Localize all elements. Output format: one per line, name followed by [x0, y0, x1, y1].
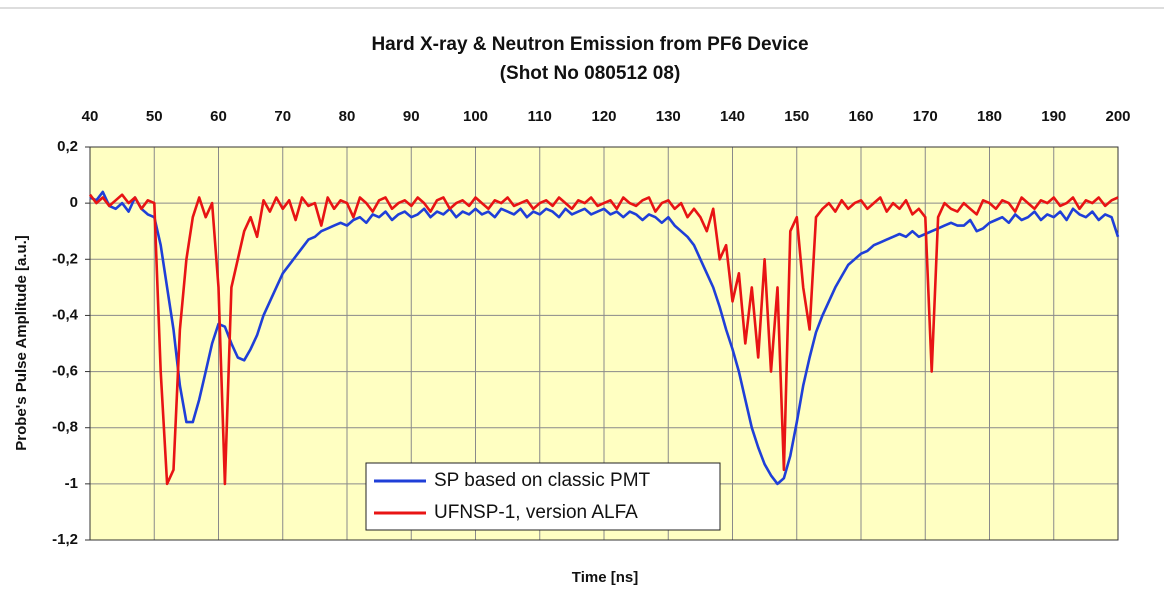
x-tick-label: 150: [784, 108, 809, 125]
legend-box: [365, 462, 721, 531]
x-tick-label: 40: [82, 108, 99, 125]
x-tick-label: 80: [339, 108, 356, 125]
x-tick-label: 190: [1041, 108, 1066, 125]
x-tick-label: 140: [720, 108, 745, 125]
x-tick-label: 70: [274, 108, 291, 125]
x-tick-label: 200: [1105, 108, 1130, 125]
y-tick-label: 0: [70, 194, 78, 211]
x-tick-label: 110: [528, 108, 552, 125]
y-tick-label: -1: [65, 475, 78, 492]
x-tick-label: 130: [656, 108, 681, 125]
x-tick-label: 90: [403, 108, 420, 125]
x-tick-label: 100: [463, 108, 488, 125]
chart-subtitle: (Shot No 080512 08): [500, 63, 681, 84]
chart-title: Hard X-ray & Neutron Emission from PF6 D…: [371, 34, 808, 55]
legend-label: UFNSP-1, version ALFA: [434, 502, 638, 523]
y-tick-label: -0,4: [52, 306, 79, 323]
x-tick-label: 50: [146, 108, 163, 125]
series-line: [89, 190, 1120, 486]
x-tick-label: 60: [210, 108, 227, 125]
x-tick-label: 180: [977, 108, 1002, 125]
y-tick-label: -1,2: [52, 531, 78, 548]
y-tick-label: -0,2: [52, 250, 78, 267]
series-line: [88, 193, 1119, 486]
legend-label: SP based on classic PMT: [434, 470, 651, 491]
x-tick-label: 160: [848, 108, 873, 125]
x-axis-title: Time [ns]: [572, 569, 638, 586]
y-tick-label: -0,6: [52, 363, 78, 380]
x-tick-label: 170: [913, 108, 938, 125]
x-tick-label: 120: [591, 108, 616, 125]
y-tick-label: -0,8: [52, 419, 78, 436]
y-axis-title: Probe's Pulse Amplitude [a.u.]: [13, 235, 30, 451]
plot-border: [89, 146, 1119, 541]
y-tick-label: 0,2: [57, 138, 78, 155]
